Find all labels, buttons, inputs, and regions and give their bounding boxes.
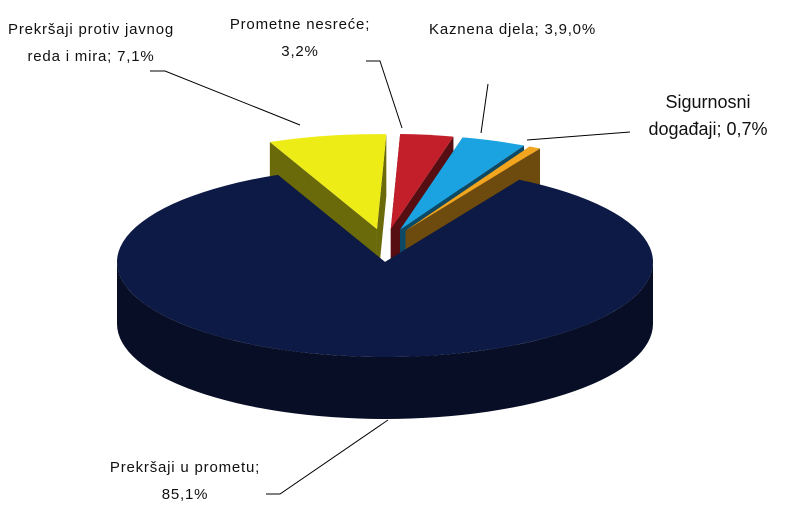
slice-label: Kaznena djela; 3,9,0% [425, 16, 600, 43]
slice-label: Prekršaji protiv javnog reda i mira; 7,1… [6, 16, 176, 70]
category-label: Prekršaji u prometu; [109, 459, 261, 476]
slice [405, 146, 540, 231]
slice [400, 137, 525, 230]
category-label: Prometne nesreće; [229, 16, 371, 33]
category-label: Sigurnosni događaji; [648, 92, 751, 139]
slice [116, 174, 653, 358]
slice-label: Prekršaji u prometu; 85,1% [100, 454, 270, 508]
leader-line [366, 60, 403, 129]
slice-label: Prometne nesreće; 3,2% [225, 11, 375, 65]
pie [116, 133, 653, 419]
value-label: 85,1% [161, 486, 209, 503]
value-label: 3,9,0% [544, 21, 596, 38]
category-label: Kaznena djela; [429, 21, 540, 38]
slice-side [117, 262, 653, 419]
leader-line [526, 131, 631, 141]
value-label: 7,1% [117, 48, 155, 65]
leader-line [480, 83, 489, 134]
slice [390, 133, 454, 229]
leader-line [150, 70, 301, 126]
value-label: 0,7% [726, 119, 768, 139]
value-label: 3,2% [281, 43, 319, 60]
slice [269, 134, 387, 230]
slice-side [376, 134, 387, 292]
leader-line [266, 419, 389, 495]
slice-label: Sigurnosni događaji; 0,7% [628, 89, 788, 143]
category-label: Prekršaji protiv javnog reda i mira; [8, 21, 174, 65]
